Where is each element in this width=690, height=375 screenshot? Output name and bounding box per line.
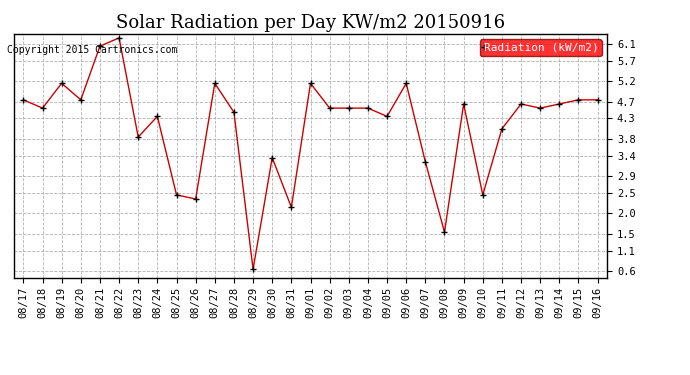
Title: Solar Radiation per Day KW/m2 20150916: Solar Radiation per Day KW/m2 20150916 <box>116 14 505 32</box>
Text: Copyright 2015 Cartronics.com: Copyright 2015 Cartronics.com <box>7 45 177 55</box>
Legend: Radiation (kW/m2): Radiation (kW/m2) <box>480 39 602 56</box>
